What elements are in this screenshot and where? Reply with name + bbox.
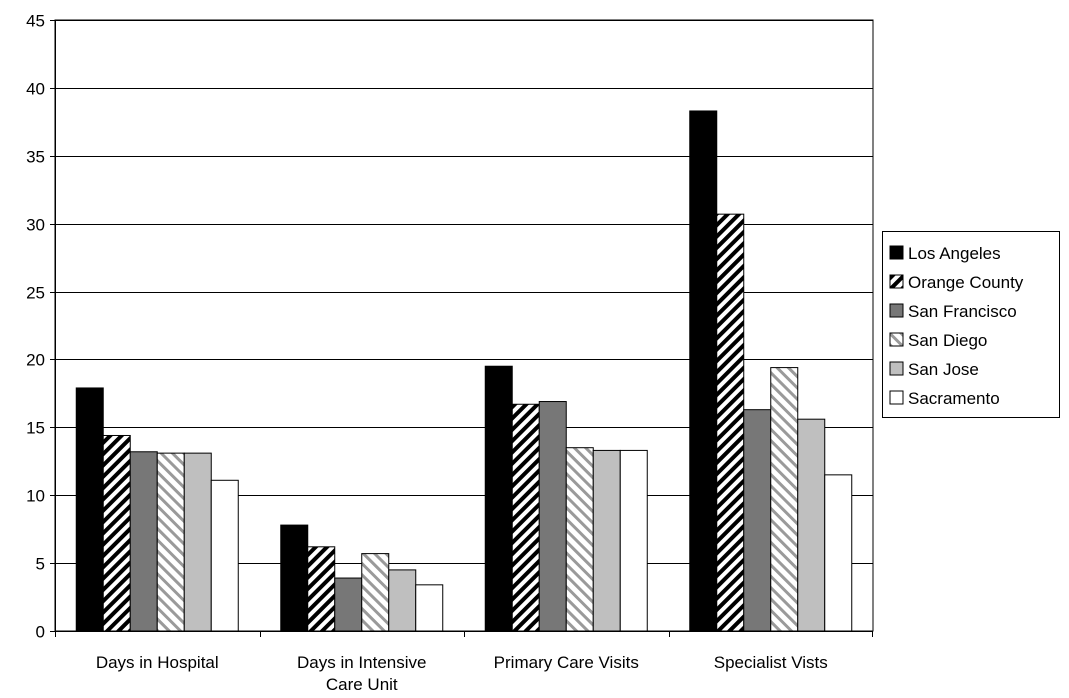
bar-san-francisco (538, 401, 567, 632)
y-tick-label: 25 (26, 284, 45, 303)
bar-orange-county (511, 403, 540, 632)
bar-san-diego (156, 452, 185, 632)
bar-san-jose (183, 452, 212, 632)
legend-label: Sacramento (908, 389, 1000, 408)
x-category-label: Days in Hospital (96, 653, 219, 672)
legend-swatch (889, 390, 904, 405)
y-tick-label: 40 (26, 80, 45, 99)
bar-san-francisco (743, 409, 772, 632)
bar-sacramento (210, 479, 239, 632)
legend-item: San Jose (889, 360, 979, 379)
legend-item: Los Angeles (889, 244, 1001, 263)
legend-item: Orange County (889, 273, 1024, 292)
bar-san-jose (797, 418, 826, 632)
bar-los-angeles (280, 524, 309, 632)
legend-swatch (889, 303, 904, 318)
x-category-label: Care Unit (326, 675, 398, 694)
bar-san-jose (592, 449, 621, 632)
legend-label: San Jose (908, 360, 979, 379)
legend-label: San Diego (908, 331, 987, 350)
legend-item: Sacramento (889, 389, 1000, 408)
bar-sacramento (415, 584, 444, 632)
x-category-label: Primary Care Visits (494, 653, 639, 672)
bar-los-angeles (689, 110, 718, 632)
y-tick-label: 0 (36, 623, 45, 642)
bar-los-angeles (75, 387, 104, 632)
bar-orange-county (102, 434, 131, 632)
legend-label: San Francisco (908, 302, 1017, 321)
y-tick-label: 30 (26, 216, 45, 235)
bar-sacramento (619, 449, 648, 632)
legend: Los Angeles Orange County San Francisco San… (882, 231, 1060, 418)
legend-item: San Diego (889, 331, 987, 350)
legend-label: Los Angeles (908, 244, 1001, 263)
y-tick-label: 5 (36, 555, 45, 574)
bar-san-diego (361, 553, 390, 632)
legend-swatch (889, 245, 904, 260)
bar-sacramento (824, 474, 853, 632)
x-category-labels: Days in Hospital Days in Intensive Care Un… (96, 653, 828, 694)
legend-label: Orange County (908, 273, 1024, 292)
bar-san-jose (388, 569, 417, 632)
legend-swatch (889, 332, 904, 347)
bar-san-diego (565, 447, 594, 632)
y-tick-label: 15 (26, 419, 45, 438)
x-category-label: Specialist Vists (714, 653, 828, 672)
bar-los-angeles (484, 365, 513, 632)
axes (50, 20, 873, 637)
legend-swatch (889, 361, 904, 376)
bar-san-francisco (334, 577, 363, 632)
x-category-label: Days in Intensive (297, 653, 426, 672)
bar-orange-county (716, 213, 745, 632)
bar-orange-county (307, 546, 336, 632)
y-tick-label: 35 (26, 148, 45, 167)
bar-san-diego (770, 367, 799, 632)
y-tick-label: 10 (26, 487, 45, 506)
y-tick-label: 20 (26, 351, 45, 370)
bars (75, 110, 853, 632)
bar-san-francisco (129, 451, 158, 632)
y-tick-label: 45 (26, 12, 45, 31)
legend-item: San Francisco (889, 302, 1017, 321)
y-tick-labels: 0 5 10 15 20 25 30 35 40 45 (26, 12, 45, 642)
legend-box (882, 231, 1060, 418)
legend-swatch (889, 274, 904, 289)
